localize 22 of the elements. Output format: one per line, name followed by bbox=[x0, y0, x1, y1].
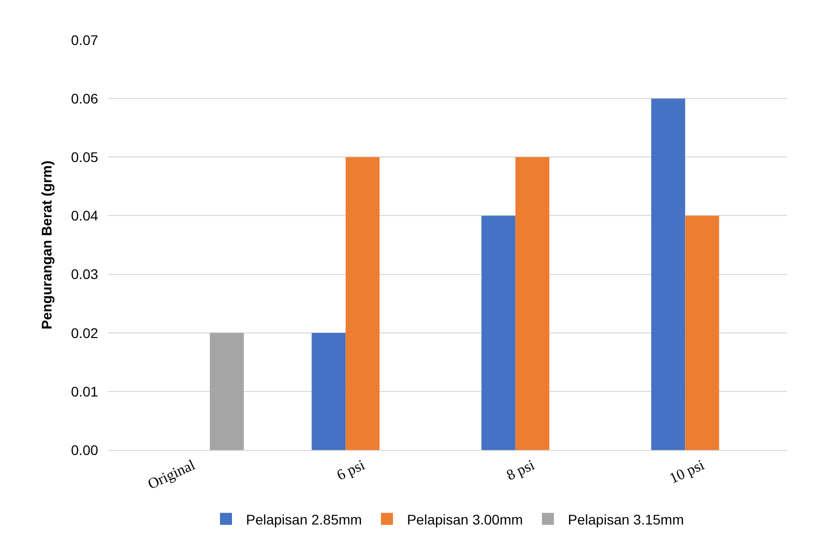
x-tick-label: 8 psi bbox=[504, 457, 538, 484]
bar bbox=[346, 157, 380, 450]
legend-label: Pelapisan 3.15mm bbox=[568, 511, 684, 528]
bar bbox=[515, 157, 550, 450]
bar bbox=[210, 332, 244, 450]
y-tick-label: 0.02 bbox=[70, 324, 98, 341]
y-tick-label: 0.04 bbox=[70, 208, 98, 224]
y-tick-label: 0.00 bbox=[70, 442, 98, 458]
bar bbox=[481, 216, 516, 450]
bar bbox=[685, 216, 720, 450]
y-tick-label: 0.07 bbox=[70, 32, 98, 48]
legend-label: Pelapisan 2.85mm bbox=[246, 511, 362, 528]
y-tick-label: 0.01 bbox=[70, 383, 98, 400]
y-tick-label: 0.03 bbox=[70, 266, 98, 282]
y-tick-label: 0.05 bbox=[70, 149, 98, 166]
legend-label: Pelapisan 3.00mm bbox=[406, 511, 523, 528]
x-tick-label: 6 psi bbox=[334, 457, 368, 484]
y-axis-title: Pengurangan Berat (grm) bbox=[38, 160, 55, 330]
x-tick-label: 10 psi bbox=[667, 457, 707, 488]
bar bbox=[312, 332, 346, 450]
y-tick-label: 0.06 bbox=[70, 90, 98, 106]
bar bbox=[651, 98, 686, 450]
